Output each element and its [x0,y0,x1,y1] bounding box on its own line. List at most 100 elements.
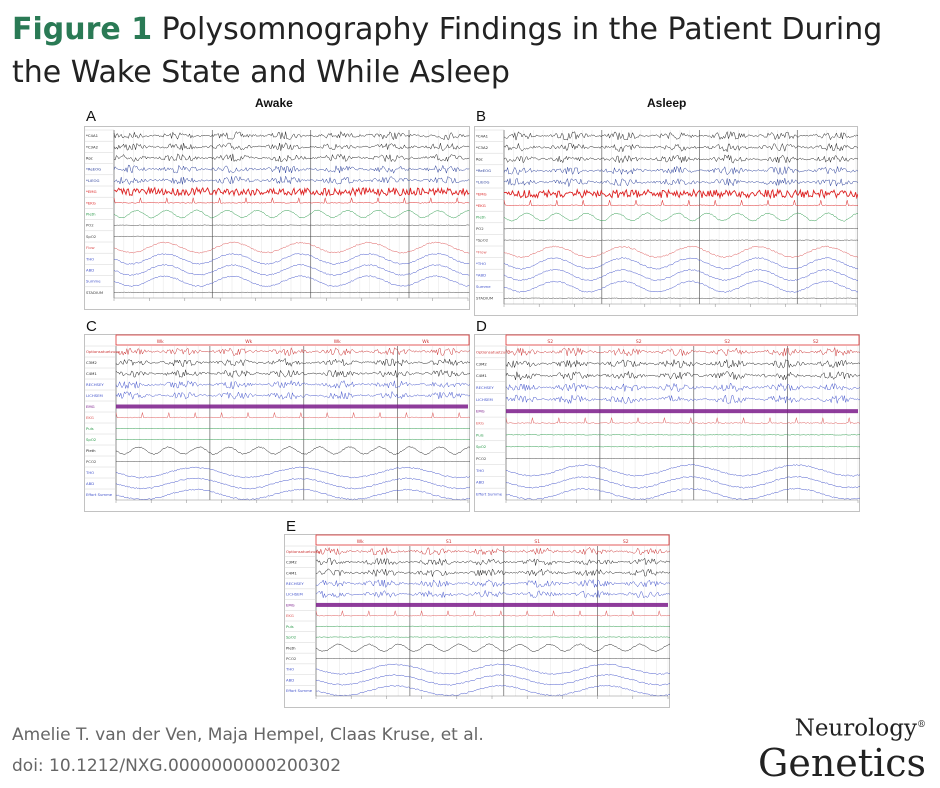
figure-number: Figure 1 [12,12,153,47]
channel-label: Optionsatuetzung [286,549,321,554]
signal-trace [315,609,670,617]
signal-trace [503,165,858,176]
channel-label: SpO2 [86,234,97,239]
channel-label: Summe [86,279,101,284]
channel-label: Pleth [86,448,96,453]
signal-trace [115,466,470,479]
channel-label: Roc [476,157,483,162]
epoch-label: S2 [724,339,730,345]
signal-trace [505,359,860,369]
channel-label: THO [475,468,484,473]
channel-label: C4M1 [286,570,297,575]
trace-panel-b: *C4A1 *C3A2 Roc *ReEOG *LiEOG *EMG *EKG Pleth PO… [474,126,858,316]
channel-label: *ABD [476,273,486,278]
epoch-label: Wk [157,339,164,345]
epoch-label: Wk [357,539,364,545]
channel-label: C4M1 [86,371,97,376]
signal-trace [503,268,858,282]
channel-label: EMG [286,602,295,607]
signal-trace [315,557,670,567]
channel-label: EKG [286,613,294,618]
signal-trace [505,370,860,381]
panel-b: *C4A1 *C3A2 Roc *ReEOG *LiEOG *EMG *EKG Pleth PO… [474,126,858,316]
asleep-label: Asleep [647,96,687,110]
signal-trace [113,241,470,254]
credits: Amelie T. van der Ven, Maja Hempel, Claa… [12,720,484,782]
signal-trace [316,663,670,676]
panel-d: S2 S2 S2 S2 Optionsatuetzung C3M2 C4M1 RECHSEY L… [474,334,860,512]
journal-name-line2: Genetics [757,740,926,785]
channel-label: PCO2 [86,459,97,464]
channel-label: ABD [286,677,294,682]
channel-label: SpO2 [476,444,487,449]
signal-trace [505,457,860,460]
channel-label: Flow [86,245,95,250]
signal-trace [115,369,470,379]
signal-trace [504,297,858,299]
trace-panel-a: *C4A1 *C3A2 Roc *ReEOG *LiEOG *EMG *EKG Pleth PO… [84,126,470,310]
signal-trace [503,239,858,241]
signal-trace [115,357,470,368]
signal-trace [115,427,470,430]
signal-trace [505,434,860,436]
channel-label: EMG [86,404,95,409]
signal-trace [315,636,670,638]
signal-trace [505,475,860,489]
signal-trace [115,446,470,455]
signal-trace [315,568,670,577]
channel-label: *ReEOG [86,167,101,172]
signal-trace [505,347,860,357]
channel-label: *EMG [86,189,97,194]
signal-trace [115,412,470,419]
epoch-label: S1 [446,539,452,545]
signal-trace [315,643,670,652]
channel-label: *EKG [476,203,486,208]
channel-label: EKG [86,415,94,420]
epoch-label: Wk [334,339,341,345]
trace-panel-c: Wk Wk Wk Wk Optionsatuetzung C3M2 C4M1 RECHSEY L… [84,334,470,512]
channel-label: STADIUM [476,296,493,301]
channel-label: Puls [476,432,484,437]
channel-label: Summe [476,284,491,289]
channel-label: *SpO2 [476,238,489,243]
signal-trace [113,252,470,265]
channel-label: EKG [476,421,484,426]
signal-trace [113,142,470,152]
panel-b-letter: B [476,108,487,125]
channel-label: *C3A2 [476,145,489,150]
channel-label: C3M2 [286,560,297,565]
channel-label: THO [85,256,94,261]
epoch-label: Wk [422,339,429,345]
channel-label: Pleth [476,215,486,220]
signal-trace [315,589,670,599]
channel-label: PO2 [476,226,484,231]
channel-label: RECHSEY [286,581,304,586]
channel-label: LICHSEM [286,592,303,597]
channel-label: PCO2 [286,656,297,661]
signal-trace [503,257,858,270]
signal-trace [113,275,470,288]
signal-trace [505,446,860,448]
channel-label: RECHSEY [86,382,104,387]
signal-trace [315,546,670,556]
signal-trace [115,346,470,357]
signal-trace [116,460,470,463]
channel-label: C3M2 [86,360,97,365]
panel-c-letter: C [86,318,97,335]
signal-trace [113,264,470,276]
signal-trace [115,390,470,400]
channel-label: ABD [476,480,484,485]
epoch-label: S2 [547,339,553,345]
journal-logo: Neurology® Genetics [758,712,926,784]
channel-label: *EMG [476,191,487,196]
signal-trace [113,175,470,185]
channel-label: Pleth [86,212,96,217]
figure-title: Figure 1 Polysomnography Findings in the… [12,8,932,94]
awake-label: Awake [255,96,293,110]
channel-label: LICHSEM [86,393,103,398]
signal-trace [113,164,470,175]
channel-label: PCO2 [476,456,487,461]
doi: doi: 10.1212/NXG.0000000000200302 [12,756,342,776]
signal-trace [115,379,470,390]
epoch-label: Wk [245,339,252,345]
